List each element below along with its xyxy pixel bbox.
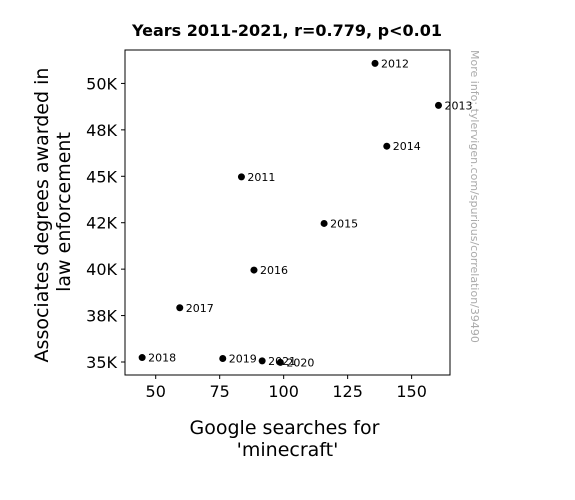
x-tick-label: 50 <box>146 382 166 401</box>
data-point <box>320 219 328 227</box>
y-axis-label: Associates degrees awarded in law enforc… <box>31 62 75 363</box>
y-tick-label: 38K <box>86 307 117 326</box>
point-label: 2011 <box>247 171 275 184</box>
watermark-text: More info: tylervigen.com/spurious/corre… <box>468 50 481 343</box>
plot-area <box>124 49 451 376</box>
y-tick-label: 48K <box>86 121 117 140</box>
point-label: 2016 <box>260 264 288 277</box>
data-point <box>219 354 227 362</box>
chart-title: Years 2011-2021, r=0.779, p<0.01 <box>131 21 442 40</box>
point-label: 2020 <box>286 356 314 369</box>
point-label: 2013 <box>444 99 472 112</box>
data-point <box>371 59 379 67</box>
point-label: 2018 <box>148 352 176 365</box>
data-point <box>434 101 442 109</box>
data-point <box>250 266 258 274</box>
y-axis-label-line-2: law enforcement <box>53 132 75 292</box>
x-axis: 50 75 100 125 150 <box>146 375 427 401</box>
data-point <box>258 357 266 365</box>
x-axis-label: Google searches for 'minecraft' <box>190 417 386 461</box>
data-point <box>383 142 391 150</box>
x-tick-label: 75 <box>210 382 230 401</box>
x-axis-label-line-1: Google searches for <box>190 417 380 439</box>
y-tick-label: 50K <box>86 74 117 93</box>
data-point <box>176 304 184 312</box>
point-label: 2019 <box>229 352 257 365</box>
y-tick-label: 42K <box>86 214 117 233</box>
x-tick-label: 150 <box>396 382 427 401</box>
data-point <box>138 354 146 362</box>
point-label: 2021 <box>268 355 296 368</box>
point-label: 2015 <box>330 217 358 230</box>
data-point <box>237 173 245 181</box>
point-label: 2012 <box>381 57 409 70</box>
x-axis-label-line-2: 'minecraft' <box>237 439 339 461</box>
y-axis: 35K 38K 40K 42K 45K 48K 50K <box>86 74 125 372</box>
y-axis-label-line-1: Associates degrees awarded in <box>31 68 53 363</box>
y-tick-label: 35K <box>86 353 117 372</box>
y-tick-label: 40K <box>86 260 117 279</box>
data-points: 2011 2012 2013 2014 2015 2016 2017 2018 2019 2020… <box>138 57 472 369</box>
x-tick-label: 125 <box>332 382 363 401</box>
y-tick-label: 45K <box>86 167 117 186</box>
x-tick-label: 100 <box>268 382 299 401</box>
point-label: 2014 <box>393 140 421 153</box>
data-point <box>276 358 284 366</box>
point-label: 2017 <box>186 302 214 315</box>
